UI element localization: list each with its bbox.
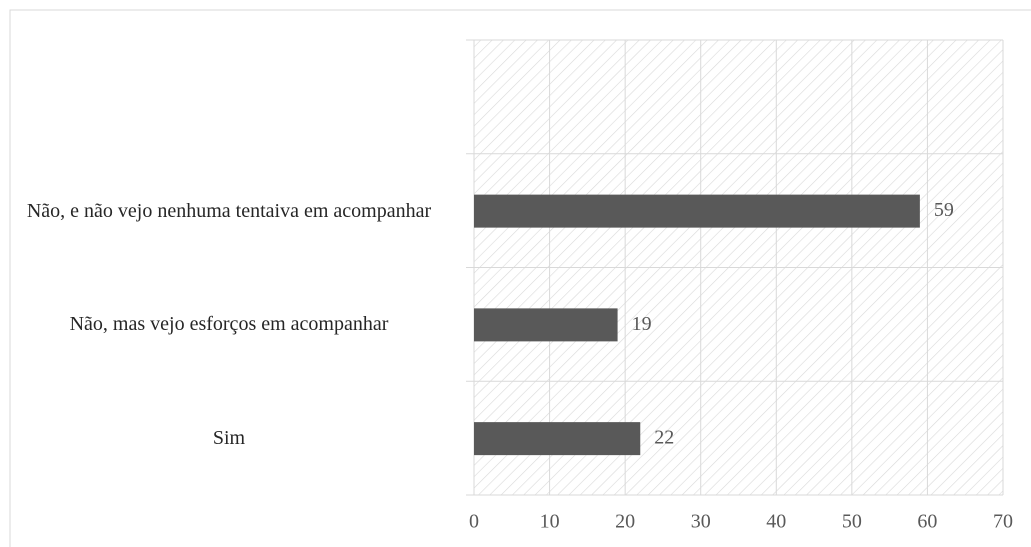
- y-tick-label: Não, mas vejo esforços em acompanhar: [69, 313, 389, 336]
- x-tick-label: 0: [469, 511, 479, 533]
- x-tick-label: 10: [540, 511, 560, 533]
- x-tick-label: 40: [766, 511, 786, 533]
- value-label: 19: [632, 313, 652, 335]
- value-label: 59: [934, 199, 954, 221]
- x-tick-label: 50: [842, 511, 862, 533]
- bar: [474, 194, 920, 228]
- x-tick-label: 70: [993, 511, 1013, 533]
- x-tick-label: 20: [615, 511, 635, 533]
- x-tick-label: 60: [917, 511, 937, 533]
- bar: [474, 308, 618, 342]
- y-tick-label: Não, e não vejo nenhuma tentaiva em acom…: [26, 199, 432, 222]
- bar: [474, 422, 641, 456]
- chart-border: [9, 9, 1031, 547]
- y-tick-label: Sim: [212, 427, 246, 450]
- x-tick-label: 30: [691, 511, 711, 533]
- value-label: 22: [654, 427, 674, 449]
